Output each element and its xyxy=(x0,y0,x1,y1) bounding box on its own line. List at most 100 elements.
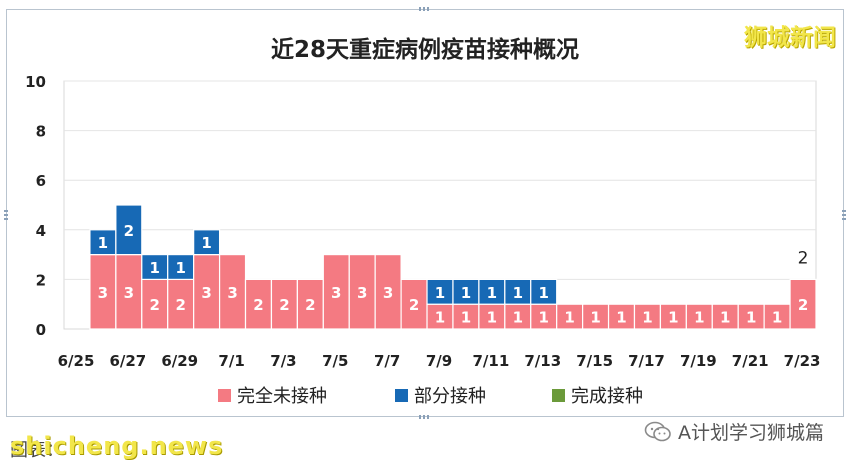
data-label: 1 xyxy=(435,284,445,302)
x-tick-label: 7/13 xyxy=(524,352,561,370)
bar-segment-unvaccinated xyxy=(452,303,480,330)
data-label: 1 xyxy=(539,309,549,327)
x-tick-label: 6/25 xyxy=(58,352,95,370)
legend-label-partial: 部分接种 xyxy=(414,386,486,407)
bar-segment-unvaccinated xyxy=(115,254,143,330)
resize-handle-right[interactable] xyxy=(842,210,846,220)
bar-segment-unvaccinated xyxy=(582,303,610,330)
wechat-icon xyxy=(644,421,671,441)
data-label: 1 xyxy=(513,309,523,327)
data-label: 1 xyxy=(513,284,523,302)
data-label: 3 xyxy=(357,284,367,302)
bar-segment-unvaccinated xyxy=(374,254,402,330)
data-label: 3 xyxy=(98,284,108,302)
data-label: 1 xyxy=(487,284,497,302)
data-label: 1 xyxy=(616,309,626,327)
bar-segment-unvaccinated xyxy=(244,278,273,330)
data-label: 1 xyxy=(694,309,704,327)
bar-segment-partial xyxy=(115,204,143,256)
data-label: 1 xyxy=(539,284,549,302)
data-label: 2 xyxy=(124,222,134,240)
data-label: 1 xyxy=(201,234,211,252)
bar-segment-unvaccinated xyxy=(193,254,221,330)
account-name: A计划学习狮城篇 xyxy=(678,422,824,444)
legend-item-partial: 部分接种 xyxy=(395,382,486,408)
bar-segment-unvaccinated xyxy=(607,303,636,330)
y-tick-label: 4 xyxy=(36,222,46,240)
legend-swatch-full xyxy=(552,388,565,402)
x-tick-label: 6/29 xyxy=(161,352,198,370)
data-label: 1 xyxy=(590,309,600,327)
legend-item-full: 完成接种 xyxy=(552,382,643,408)
data-label: 1 xyxy=(150,259,160,277)
bar-segment-unvaccinated xyxy=(789,278,817,330)
y-tick-label: 8 xyxy=(36,123,46,141)
x-tick-label: 7/21 xyxy=(732,352,769,370)
data-label: 3 xyxy=(331,284,341,302)
y-tick-label: 0 xyxy=(36,321,46,339)
x-tick-label: 7/7 xyxy=(374,352,400,370)
bar-segment-partial xyxy=(89,229,117,256)
legend-label-full: 完成接种 xyxy=(571,386,643,407)
data-label: 3 xyxy=(227,284,237,302)
data-label: 2 xyxy=(279,296,289,314)
bar-segment-unvaccinated xyxy=(322,254,350,330)
x-tick-label: 7/5 xyxy=(322,352,348,370)
bar-segment-partial xyxy=(193,229,221,256)
data-label: 1 xyxy=(642,309,652,327)
x-tick-label: 7/15 xyxy=(576,352,613,370)
data-label: 1 xyxy=(564,309,574,327)
data-label: 2 xyxy=(150,296,160,314)
resize-handle-bottom[interactable] xyxy=(419,415,429,419)
data-label: 2 xyxy=(798,296,808,314)
data-label: 2 xyxy=(409,296,419,314)
bar-segment-unvaccinated xyxy=(426,303,454,330)
data-label: 2 xyxy=(305,296,315,314)
data-label: 1 xyxy=(720,309,730,327)
y-tick-label: 6 xyxy=(36,172,46,190)
chart-title: 近28天重症病例疫苗接种概况 xyxy=(270,37,579,63)
site-watermark: shicheng.news xyxy=(10,432,224,460)
data-label: 2 xyxy=(253,296,263,314)
data-label: 1 xyxy=(175,259,185,277)
y-tick-label: 10 xyxy=(25,73,46,91)
brand-logo-text: 狮城新闻 xyxy=(744,25,836,51)
bar-segment-unvaccinated xyxy=(400,278,428,330)
x-tick-label: 7/17 xyxy=(628,352,665,370)
bar-segment-unvaccinated xyxy=(685,303,713,330)
x-tick-label: 7/19 xyxy=(680,352,717,370)
bar-segment-unvaccinated xyxy=(737,303,765,330)
y-tick-label: 2 xyxy=(36,271,46,289)
x-tick-label: 7/23 xyxy=(784,352,821,370)
bar-segment-partial xyxy=(530,278,558,305)
source-label: 图表： xyxy=(10,440,64,461)
bar-segment-unvaccinated xyxy=(167,278,195,330)
bar-segment-partial xyxy=(426,278,454,305)
data-label: 1 xyxy=(772,309,782,327)
data-label: 1 xyxy=(668,309,678,327)
bar-segment-unvaccinated xyxy=(633,303,662,330)
data-label: 1 xyxy=(98,234,108,252)
bar-segment-unvaccinated xyxy=(296,278,324,330)
annotation-label: 2 xyxy=(798,248,809,268)
x-tick-label: 7/9 xyxy=(426,352,452,370)
bar-segment-partial xyxy=(452,278,480,305)
x-tick-label: 7/3 xyxy=(270,352,296,370)
x-tick-label: 7/11 xyxy=(472,352,509,370)
resize-handle-left[interactable] xyxy=(4,210,8,220)
bar-segment-partial xyxy=(167,254,195,281)
legend-swatch-partial xyxy=(395,388,408,402)
bar-segment-unvaccinated xyxy=(218,254,247,330)
resize-handle-top[interactable] xyxy=(419,7,429,11)
x-tick-label: 7/1 xyxy=(218,352,244,370)
data-label: 1 xyxy=(461,309,471,327)
data-label: 2 xyxy=(175,296,185,314)
data-label: 3 xyxy=(124,284,134,302)
data-label: 1 xyxy=(461,284,471,302)
bar-segment-unvaccinated xyxy=(478,303,506,330)
data-label: 1 xyxy=(435,309,445,327)
wechat-account: A计划学习狮城篇 xyxy=(644,418,824,445)
bar-segment-unvaccinated xyxy=(711,303,739,330)
legend-swatch-unvaccinated xyxy=(218,388,231,402)
